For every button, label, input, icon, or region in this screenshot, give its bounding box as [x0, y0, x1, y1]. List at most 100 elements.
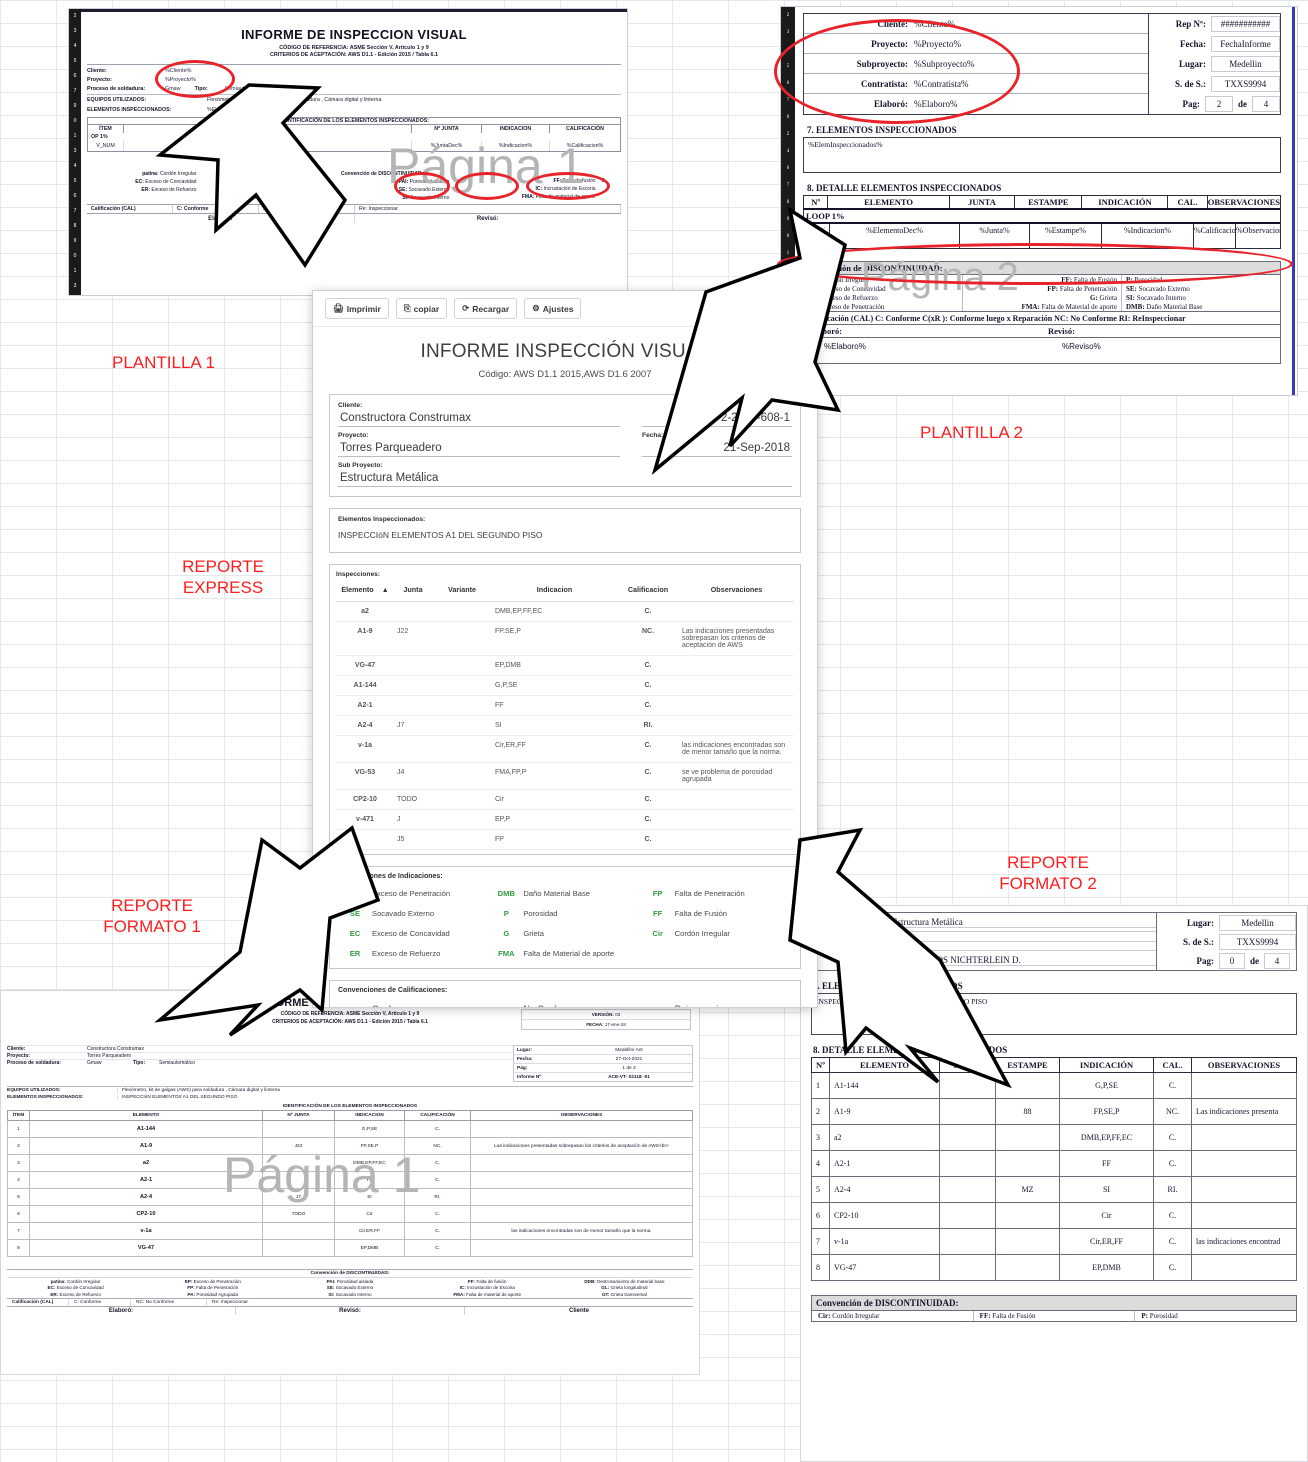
- inspecciones-label: Inspecciones:: [336, 571, 380, 578]
- table-row[interactable]: VG-53 J4 FMA,FP,P C. se ve problema de poros…: [336, 762, 794, 790]
- table-row[interactable]: v-1a Cir,ER,FF C. las indicaciones encontra…: [336, 735, 794, 763]
- conv-entry: SE Socavado Externo: [338, 907, 489, 920]
- disc-text: Socavado Interno: [334, 1291, 372, 1297]
- th-observaciones[interactable]: Observaciones: [679, 578, 794, 602]
- conv-code: FP: [652, 889, 663, 898]
- code: FMA:: [1021, 302, 1040, 311]
- field-value: [892, 940, 1156, 942]
- printer-icon: 🖨: [333, 303, 344, 313]
- reload-button[interactable]: ⟳ Recargar: [454, 298, 518, 319]
- settings-button-label: Ajustes: [542, 303, 574, 314]
- th-elemento[interactable]: Elemento ▲: [336, 578, 394, 602]
- cell-junta: J: [394, 809, 432, 830]
- formato1-equipos-block: EQUIPOS UTILIZADOS: Flexómetro, kit de ga…: [7, 1086, 693, 1101]
- table-row: 1 A1-144 G,P,SE C.: [811, 1072, 1297, 1099]
- cell-elemento: [336, 829, 394, 850]
- text: Falta de Penetración: [1059, 284, 1117, 293]
- table-row: 3 a2 DMB,EP,FF,EC C.: [811, 1124, 1297, 1151]
- annotation-ellipse-plantilla1-calificacion: [526, 172, 610, 200]
- disc-code: SE:: [326, 1285, 335, 1291]
- row-header-strip: 23456790134567890134: [69, 9, 81, 295]
- conv-cal-code: RI.: [641, 1003, 675, 1007]
- table-row[interactable]: CP2-10 TODO Cir C.: [336, 789, 794, 810]
- cell-junta: [262, 1120, 335, 1138]
- th-variante[interactable]: Variante: [432, 578, 492, 602]
- table-row[interactable]: VG-47 EP,DMB C.: [336, 655, 794, 676]
- field-label: Proyecto:: [7, 1053, 31, 1059]
- copy-button[interactable]: ⎘ copiar: [395, 298, 448, 319]
- table-row[interactable]: A2-4 J7 SI RI.: [336, 715, 794, 736]
- cell-indicacion: EP,DMB: [334, 1239, 405, 1257]
- cell-calificacion: C.: [404, 1239, 471, 1257]
- reporte-button[interactable]: Reporte: [748, 298, 805, 319]
- conv-code: EP: [349, 889, 361, 898]
- cell-estampe: MZ: [995, 1176, 1060, 1203]
- table-row: 6 CP2-10 Cir C.: [811, 1202, 1297, 1229]
- table-row[interactable]: J5 FP C.: [336, 829, 794, 850]
- cell-indicacion: SI: [334, 1188, 405, 1206]
- cell-elemento: A1-144: [336, 675, 394, 696]
- th-indicacion[interactable]: Indicacion: [492, 578, 617, 602]
- cell-elemento: A1-9: [336, 621, 394, 656]
- conv-entry: DMB Daño Material Base: [489, 887, 640, 900]
- th-calificacion[interactable]: Calificacion: [617, 578, 679, 602]
- cell-indicacion: G,P,SE: [492, 675, 617, 696]
- cell-junta: J4: [394, 762, 432, 790]
- disc-col-1: Cir: Cordón Irregular: [812, 1311, 974, 1321]
- cell-observaciones: [679, 829, 794, 850]
- cell-observaciones: [1191, 1150, 1297, 1177]
- elementos-value: INSPECCIóN ELEMENTOS A1 DEL SEGUNDO PISO: [338, 530, 543, 540]
- disc-text: Incrustación de Escoria: [465, 1285, 515, 1291]
- cell-observaciones: [1191, 1254, 1297, 1281]
- disc-entry: EC: Exceso de Concavidad: [7, 1285, 144, 1292]
- cell-cal: C.: [1153, 1072, 1192, 1099]
- th-junta[interactable]: Junta: [394, 578, 432, 602]
- cell-variante: [432, 601, 492, 622]
- td-junta: %Junta%: [960, 224, 1030, 248]
- disc-text: Cordón Irregular: [65, 1278, 101, 1284]
- print-button[interactable]: 🖨 Imprimir: [325, 298, 389, 319]
- disc-code: FF:: [467, 1278, 476, 1284]
- rep-number-value: 2-2017-608-1: [642, 409, 792, 427]
- th-observaciones: OBSERVACIONES: [1207, 197, 1281, 207]
- conv-cal-entry: RI.Reinspeccionar: [641, 1003, 792, 1007]
- th-observaciones: OBSERVACIONES: [1191, 1057, 1297, 1073]
- cell-junta: TODO: [394, 789, 432, 810]
- cell-indicacion: DMB,EP,FF,EC: [334, 1154, 405, 1172]
- sort-asc-icon[interactable]: ▲: [381, 587, 389, 594]
- conv-code: EC: [349, 929, 361, 938]
- disc-code: EC:: [47, 1285, 56, 1291]
- copy-icon: ⎘: [403, 303, 411, 313]
- settings-button[interactable]: ⚙ Ajustes: [524, 298, 582, 319]
- table-row[interactable]: A1-9 J22 FP,SE,P NC. Las indicaciones presen…: [336, 621, 794, 656]
- cell-elemento: v-1a: [336, 735, 394, 763]
- table-row[interactable]: v-471 J EP,P C.: [336, 809, 794, 830]
- table-row[interactable]: A1-144 G,P,SE C.: [336, 675, 794, 696]
- pag-from: 0: [1219, 952, 1245, 969]
- conv-code: SE: [349, 909, 361, 918]
- reporte-button-label: Reporte: [760, 303, 793, 314]
- disc-code: EP:: [184, 1278, 193, 1284]
- plantilla1-elementos-row: ELEMENTOS INSPECCIONADOS: %ElemInspeccio…: [87, 105, 621, 113]
- cell-indicacion: FF: [1059, 1150, 1154, 1177]
- cell-n: 3: [811, 1124, 830, 1151]
- th-indicacion: INDICACIÓN: [1059, 1057, 1154, 1073]
- formato1-cal-row: Calificación (CAL) C: Conforme NC: No Co…: [7, 1297, 693, 1307]
- table-row[interactable]: A2-1 FF C.: [336, 695, 794, 716]
- cell-item: 6: [7, 1205, 30, 1223]
- cell-elemento: VG-47: [29, 1239, 263, 1257]
- field-label: Lugar:: [517, 1047, 532, 1053]
- disc-text: Socavado Externo: [334, 1285, 374, 1291]
- text: Exceso de Concavidad: [821, 284, 886, 293]
- code: Cir:: [808, 275, 821, 284]
- conv-entry: P Porosidad: [489, 907, 640, 920]
- text: Porosidad: [1149, 1312, 1178, 1320]
- cell-item: 8: [7, 1239, 30, 1257]
- conv-text: Grieta: [523, 929, 545, 938]
- cell-calificacion: C.: [617, 655, 679, 676]
- plantilla1-title: INFORME DE INSPECCION VISUAL: [241, 27, 467, 42]
- cell-junta: [394, 735, 432, 763]
- table-row[interactable]: a2 DMB,EP,FF,EC C.: [336, 601, 794, 622]
- cell-observaciones: [1191, 1176, 1297, 1203]
- loop-label: LOOP 1%: [804, 210, 1280, 224]
